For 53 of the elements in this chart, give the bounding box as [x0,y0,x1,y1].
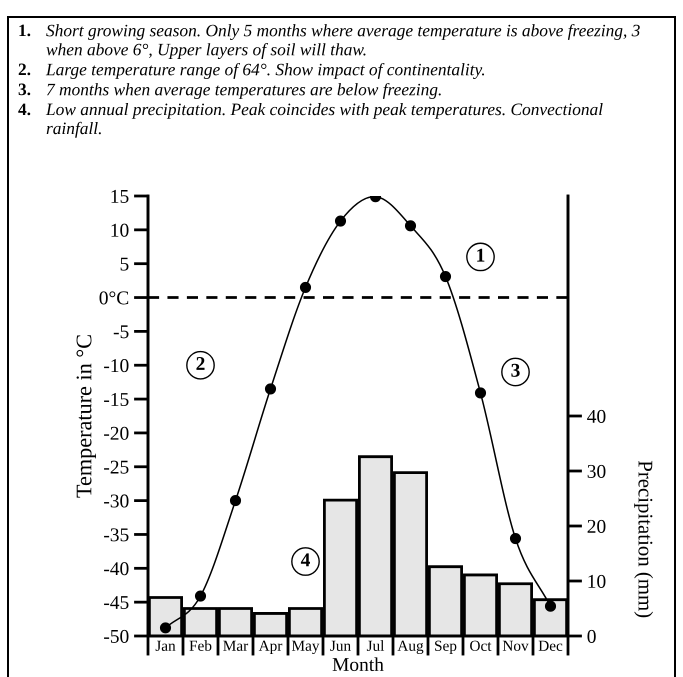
x-tick-label: Apr [258,640,282,654]
point [474,387,486,399]
y-axis-title: Temperature in °C [76,335,96,498]
point [334,215,346,227]
point [230,495,242,506]
annotation: 4 [300,553,310,566]
point [544,600,556,612]
y-tick-label: 5 [120,258,128,271]
point [160,622,172,634]
x-tick-label: Jul [366,640,384,651]
y2-axis-title: Precipitation (mm) [634,460,654,618]
text: 1. Short growing season. Only 5 months where average temperature is above freezing, 3 when above 6°, Upper layers of soil will thaw. [19,24,640,59]
y-tick-label: 15 [112,190,128,203]
point [440,271,452,282]
annotation: 1 [477,248,484,262]
y-tick-label: 0°C [100,291,128,304]
x-tick-label: Sep [435,640,456,654]
point [194,590,206,602]
point [404,220,416,232]
y-tick-label: -30 [104,494,129,508]
x-tick-label: Mar [223,640,248,651]
x-tick-label: Nov [502,640,529,651]
y-tick-label: -45 [104,596,128,610]
y2-tick-label: 30 [588,464,606,478]
x-axis-title: Month [332,657,384,672]
x-tick-label: Jun [330,640,351,651]
point [264,383,276,394]
x-tick-label: May [292,640,320,654]
y-tick-label: -5 [114,325,128,338]
annotation: 3 [511,364,520,377]
y-tick-label: -20 [104,426,129,440]
text: 2. Large temperature range of 64°. Show impact of continentality. [18,63,484,79]
text: 4. Low annual precipitation. Peak coincides with peak temperatures. Convectional rainfall. [18,103,603,138]
y2-tick-label: 10 [588,574,606,588]
x-tick-label: Feb [189,640,212,651]
y-tick-label: -50 [104,630,129,643]
x-tick-label: Jan [156,640,176,651]
point [510,532,522,544]
text: 3. 7 months when average temperatures are below freezing. [18,83,441,99]
y2-tick-label: 0 [587,630,596,643]
y2-tick-label: 20 [588,520,606,533]
y2-tick-label: 40 [587,410,606,423]
y-tick-label: -40 [104,562,129,576]
y-tick-label: 10 [112,224,129,237]
y-tick-label: -25 [104,460,128,474]
y-tick-label: -10 [104,359,129,372]
x-tick-label: Aug [397,640,424,654]
y-tick-label: -35 [104,528,128,542]
point [300,282,312,293]
y-tick-label: -15 [104,392,128,406]
x-tick-label: Dec [538,640,562,651]
x-tick-label: Oct [470,640,492,651]
annotation: 2 [196,357,205,370]
